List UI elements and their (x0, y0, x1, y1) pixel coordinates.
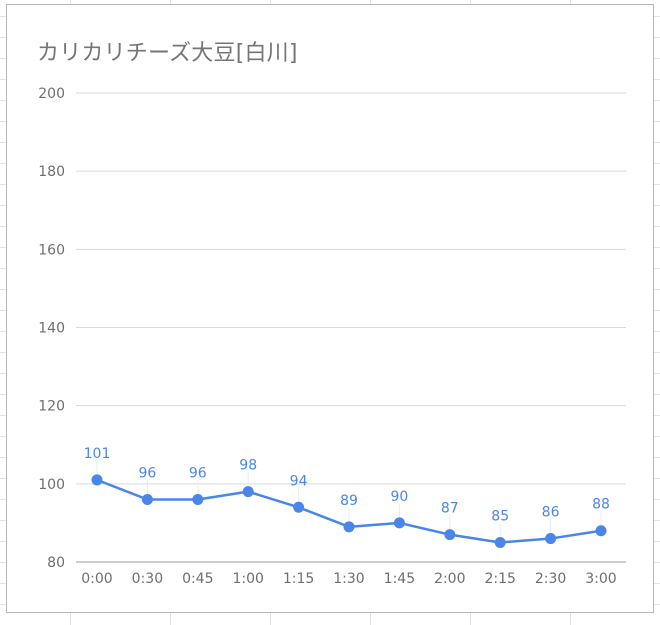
x-tick-label: 2:00 (434, 571, 465, 587)
x-tick-label: 0:00 (81, 571, 112, 587)
y-tick-label: 80 (47, 555, 65, 571)
y-tick-label: 160 (38, 242, 65, 258)
data-point (444, 529, 456, 541)
data-point (141, 493, 153, 505)
data-label: 85 (491, 508, 509, 524)
data-label: 98 (239, 458, 257, 474)
data-point (343, 521, 355, 533)
y-tick-label: 200 (38, 86, 65, 102)
x-tick-label: 1:15 (283, 571, 314, 587)
data-point (393, 517, 405, 529)
data-label: 88 (592, 497, 610, 513)
x-tick-label: 1:00 (232, 571, 263, 587)
x-tick-label: 2:15 (484, 571, 515, 587)
y-tick-label: 140 (38, 321, 65, 337)
data-label: 89 (340, 493, 358, 509)
data-point (192, 493, 204, 505)
y-tick-label: 180 (38, 164, 65, 180)
y-tick-label: 100 (38, 477, 65, 493)
x-tick-label: 1:30 (333, 571, 364, 587)
data-point (91, 474, 103, 486)
data-point (494, 536, 506, 548)
data-point (242, 486, 254, 498)
data-label: 94 (290, 473, 308, 489)
data-label: 86 (542, 505, 560, 521)
data-label: 101 (84, 446, 111, 462)
data-point (545, 533, 557, 545)
chart-title: カリカリチーズ大豆[白川] (37, 41, 298, 66)
chart-card: カリカリチーズ大豆[白川] 80 100 120 140 160 180 200 0:00 0:… (6, 4, 654, 613)
data-label: 87 (441, 501, 459, 517)
data-point (595, 525, 607, 537)
x-tick-label: 2:30 (535, 571, 566, 587)
x-tick-label: 1:45 (384, 571, 415, 587)
y-tick-label: 120 (38, 399, 65, 415)
data-label: 96 (189, 465, 207, 481)
data-point (293, 501, 305, 513)
x-tick-label: 0:30 (132, 571, 163, 587)
x-tick-label: 0:45 (182, 571, 213, 587)
line-chart: 80 100 120 140 160 180 200 0:00 0:30 0:45 1:00 1:15… (38, 86, 626, 587)
data-label: 96 (138, 465, 156, 481)
x-tick-label: 3:00 (585, 571, 616, 587)
data-label: 90 (390, 489, 408, 505)
